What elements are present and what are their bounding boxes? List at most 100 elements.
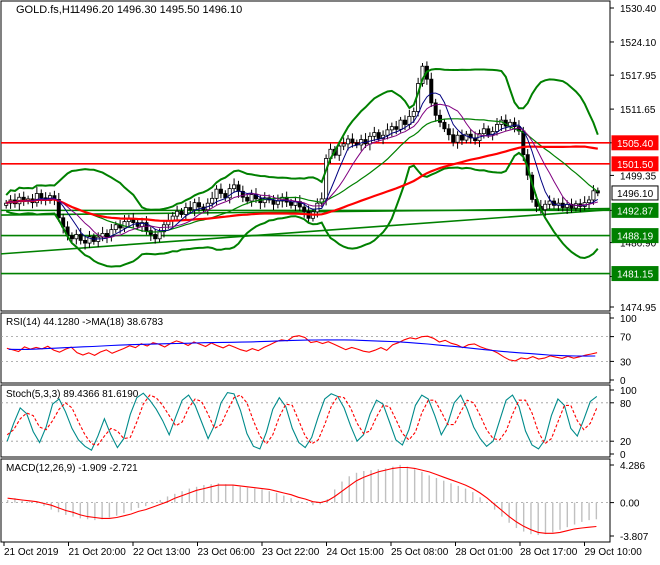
candle-body xyxy=(495,124,500,132)
series-line-1 xyxy=(6,394,598,446)
sub-tick-label: 70 xyxy=(620,333,632,344)
candle-body xyxy=(240,190,245,198)
moving-average-mid-line xyxy=(6,103,598,239)
moving-average-fast-line xyxy=(6,92,599,240)
candle-body xyxy=(271,199,276,205)
candle-body xyxy=(587,199,592,204)
sub-tick-label: -3.807 xyxy=(620,532,649,543)
price-tag-label: 1488.19 xyxy=(617,232,654,243)
candle-body xyxy=(543,203,548,211)
candle-body xyxy=(249,194,254,202)
stoch-panel-frame xyxy=(0,384,611,458)
axis-layer: 1530.40 1524.10 1517.95 1511.65 1505.40 1499.… xyxy=(3,4,659,558)
candle-body xyxy=(214,188,219,199)
candle-body xyxy=(210,197,215,204)
candle-body xyxy=(34,193,39,204)
candle-body xyxy=(236,184,241,192)
time-tick-label: 22 Oct 13:00 xyxy=(133,547,191,558)
bollinger-middle-line xyxy=(5,118,599,233)
candle-body xyxy=(324,158,329,200)
candle-body xyxy=(122,221,127,229)
main-panel-frame xyxy=(0,0,611,312)
time-tick-label: 21 Oct 2019 xyxy=(4,547,59,558)
moving-average-slow-line xyxy=(5,145,598,222)
candle-body xyxy=(39,193,44,199)
candle-body xyxy=(411,111,416,117)
candle-body xyxy=(486,128,491,136)
rsi-title: RSI(14) 44.1280 ->MA(18) 38.6783 xyxy=(6,317,163,328)
rsi-chart-layer xyxy=(1,335,610,362)
macd-panel-frame xyxy=(0,458,611,543)
series-line-1 xyxy=(7,466,597,534)
price-tag-box xyxy=(611,156,659,172)
candle-body xyxy=(218,188,223,194)
time-tick-label: 28 Oct 01:00 xyxy=(456,547,514,558)
trendline xyxy=(0,208,611,255)
candle-body xyxy=(227,188,232,199)
candle-body xyxy=(521,130,526,156)
main-chart-layer xyxy=(0,61,611,275)
stoch-title: Stoch(5,3,3) 89.4366 81.6190 xyxy=(6,389,139,400)
symbol-label: GOLD.fs,H1 xyxy=(16,4,76,16)
candle-body xyxy=(192,202,197,211)
candle-body xyxy=(148,230,153,235)
candle-body xyxy=(153,234,158,240)
candle-body xyxy=(429,78,434,104)
candle-body xyxy=(4,202,9,206)
ohlc-label: 1496.20 1496.30 1495.50 1496.10 xyxy=(74,4,242,16)
price-tag-green: 1488.19 xyxy=(611,228,659,244)
candle-body xyxy=(183,207,188,215)
time-tick-label: 21 Oct 20:00 xyxy=(69,547,127,558)
candle-body xyxy=(69,235,74,240)
price-tag-red: 1501.50 xyxy=(611,156,659,172)
macd-chart-layer xyxy=(1,464,610,536)
price-tag-green: 1492.87 xyxy=(611,202,659,218)
series-line-1 xyxy=(8,339,596,357)
series-line-0 xyxy=(6,391,598,451)
candle-body xyxy=(337,145,342,156)
candle-body xyxy=(394,126,399,130)
time-tick-label: 25 Oct 08:00 xyxy=(391,547,449,558)
macd-title: MACD(12,26,9) -1.909 -2.721 xyxy=(6,463,138,474)
candle-body xyxy=(113,224,118,231)
price-tick-label: 1530.40 xyxy=(620,4,657,15)
series-line-0 xyxy=(6,335,598,362)
candle-body xyxy=(245,196,250,202)
candle-body xyxy=(109,229,114,238)
sub-tick-label: 0.00 xyxy=(620,499,640,510)
candle-body xyxy=(547,200,552,205)
candle-body xyxy=(446,128,451,136)
price-tag-label: 1505.40 xyxy=(617,139,654,150)
candle-body xyxy=(275,200,280,205)
candle-body xyxy=(315,202,320,213)
price-tag-box xyxy=(611,266,659,282)
candle-body xyxy=(512,121,517,128)
candle-body xyxy=(451,134,456,143)
candle-body xyxy=(591,190,596,201)
candle-body xyxy=(595,190,600,194)
candle-body xyxy=(78,234,83,241)
price-tag-current: 1496.10 xyxy=(611,185,659,201)
candle-body xyxy=(569,203,574,209)
candle-body xyxy=(104,232,109,238)
candle-body xyxy=(74,234,79,240)
bollinger-lower-line xyxy=(5,151,599,268)
candle-body xyxy=(459,134,464,141)
sub-tick-label: 100 xyxy=(620,314,637,325)
candle-body xyxy=(367,135,372,145)
bollinger-upper-line xyxy=(5,67,599,211)
candle-body xyxy=(481,128,486,135)
price-tick-label: 1524.10 xyxy=(620,38,657,49)
price-tag-label: 1492.87 xyxy=(617,206,654,217)
candle-body xyxy=(302,206,307,212)
trendline xyxy=(0,207,611,216)
sub-tick-label: 30 xyxy=(620,357,632,368)
price-tick-label: 1517.95 xyxy=(620,71,657,82)
candle-body xyxy=(398,119,403,130)
candle-body xyxy=(289,201,294,206)
candle-body xyxy=(135,222,140,227)
candle-body xyxy=(83,240,88,244)
sub-tick-label: 4.286 xyxy=(620,461,645,472)
